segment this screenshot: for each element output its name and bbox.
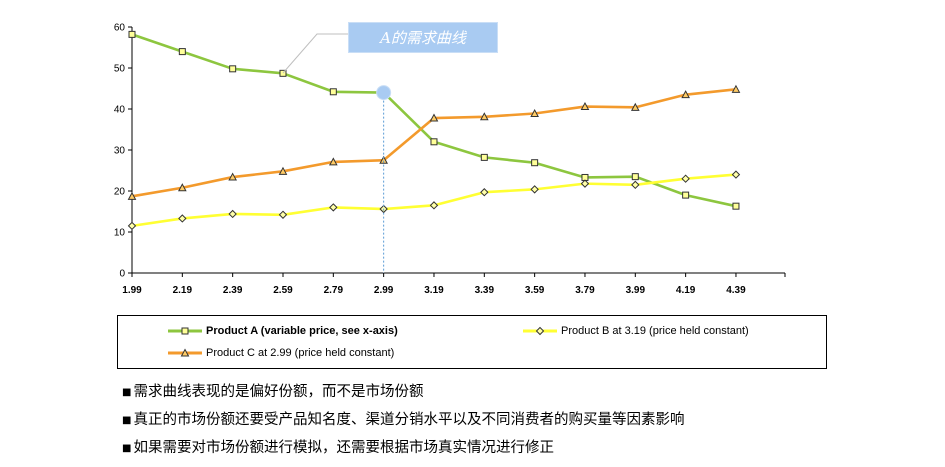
data-point-square (229, 65, 237, 73)
data-point-triangle (177, 183, 187, 192)
bullet-icon: ■ (122, 443, 132, 454)
annotation-leader-line (282, 33, 348, 74)
legend-label-product-b: Product B at 3.19 (price held constant) (561, 325, 749, 337)
bullet-icon: ■ (122, 387, 132, 398)
annotation-label: A的需求曲线 (348, 22, 498, 53)
data-point-square (430, 138, 438, 146)
x-tick-label: 3.79 (575, 285, 595, 296)
annotation-marker (376, 85, 392, 101)
y-tick-label: 50 (114, 64, 126, 75)
bullet-icon: ■ (122, 415, 132, 426)
data-point-square (178, 48, 186, 56)
data-point-triangle (278, 166, 288, 175)
data-point-square (329, 88, 337, 96)
data-point-diamond (278, 210, 288, 219)
data-point-triangle (479, 112, 489, 121)
data-point-diamond (681, 174, 690, 183)
y-tick-label: 10 (114, 228, 126, 239)
data-point-diamond (329, 203, 338, 212)
data-point-triangle (731, 84, 741, 93)
y-tick-label: 20 (114, 187, 126, 198)
legend-marker-diamond-icon (523, 326, 557, 336)
x-tick-label: 3.19 (424, 285, 444, 296)
x-tick-label: 2.99 (374, 285, 394, 296)
line-chart: 0 10 20 30 40 50 60 1.99 2.19 2.39 2.59 2.79 2.99 3.1… (114, 23, 786, 296)
legend-marker-triangle-icon (168, 348, 202, 357)
data-point-diamond (530, 185, 539, 194)
x-tick-label: 4.19 (676, 285, 696, 296)
data-point-diamond (127, 221, 137, 231)
data-point-triangle (530, 108, 539, 118)
data-point-triangle (127, 191, 137, 200)
legend-marker-line-icon (168, 327, 202, 335)
data-point-square (631, 173, 639, 181)
data-point-triangle (580, 101, 590, 111)
legend-label-product-a: Product A (variable price, see x-axis) (206, 325, 398, 337)
x-tick-label: 2.39 (223, 285, 243, 296)
note-item: ■ 需求曲线表现的是偏好份额，而不是市场份额 (122, 384, 424, 400)
legend-item-product-c: Product C at 2.99 (price held constant) (168, 347, 394, 359)
data-point-diamond (429, 201, 439, 210)
data-point-triangle (681, 90, 690, 99)
y-tick-label: 60 (114, 23, 126, 34)
data-point-square (480, 153, 488, 161)
y-tick-label: 40 (114, 105, 126, 116)
chart-legend: Product A (variable price, see x-axis) P… (117, 315, 827, 369)
series-line-2 (131, 173, 737, 228)
chart-annotation (282, 33, 392, 273)
note-item: ■ 如果需要对市场份额进行模拟，还需要根据市场真实情况进行修正 (122, 440, 554, 456)
data-point-diamond (480, 188, 489, 197)
legend-label-product-c: Product C at 2.99 (price held constant) (206, 347, 395, 359)
data-point-triangle (379, 155, 388, 164)
data-point-triangle (429, 113, 439, 122)
data-point-square (732, 202, 740, 210)
data-point-diamond (631, 180, 640, 190)
chart-axes: 0 10 20 30 40 50 60 1.99 2.19 2.39 2.59 2.79 2.99 3.1… (114, 23, 786, 296)
x-tick-label: 4.39 (726, 285, 746, 296)
data-point-square (531, 159, 539, 167)
x-tick-label: 2.79 (324, 285, 344, 296)
data-point-square (279, 69, 287, 77)
notes-list: ■ 需求曲线表现的是偏好份额，而不是市场份额 ■ 真正的市场份额还要受产品知名度、渠… (122, 378, 684, 462)
data-point-diamond (228, 209, 237, 219)
data-point-diamond (731, 170, 741, 179)
x-tick-label: 2.59 (273, 285, 293, 296)
data-point-triangle (228, 172, 237, 181)
note-item: ■ 真正的市场份额还要受产品知名度、渠道分销水平以及不同消费者的购买量等因素影响 (122, 412, 685, 428)
data-point-triangle (630, 102, 640, 111)
legend-item-product-a: Product A (variable price, see x-axis) (168, 325, 398, 337)
data-point-diamond (580, 179, 590, 188)
data-point-diamond (178, 214, 187, 223)
x-tick-label: 3.99 (626, 285, 646, 296)
y-tick-label: 30 (114, 146, 126, 157)
x-tick-label: 2.19 (173, 285, 193, 296)
data-point-square (682, 191, 690, 199)
y-tick-label: 0 (119, 269, 125, 280)
data-point-triangle (328, 157, 338, 166)
x-tick-label: 3.59 (525, 285, 545, 296)
data-point-square (128, 30, 136, 38)
chart-series (127, 30, 741, 231)
x-tick-label: 3.39 (475, 285, 495, 296)
x-tick-label: 1.99 (122, 285, 142, 296)
legend-item-product-b: Product B at 3.19 (price held constant) (523, 325, 749, 337)
